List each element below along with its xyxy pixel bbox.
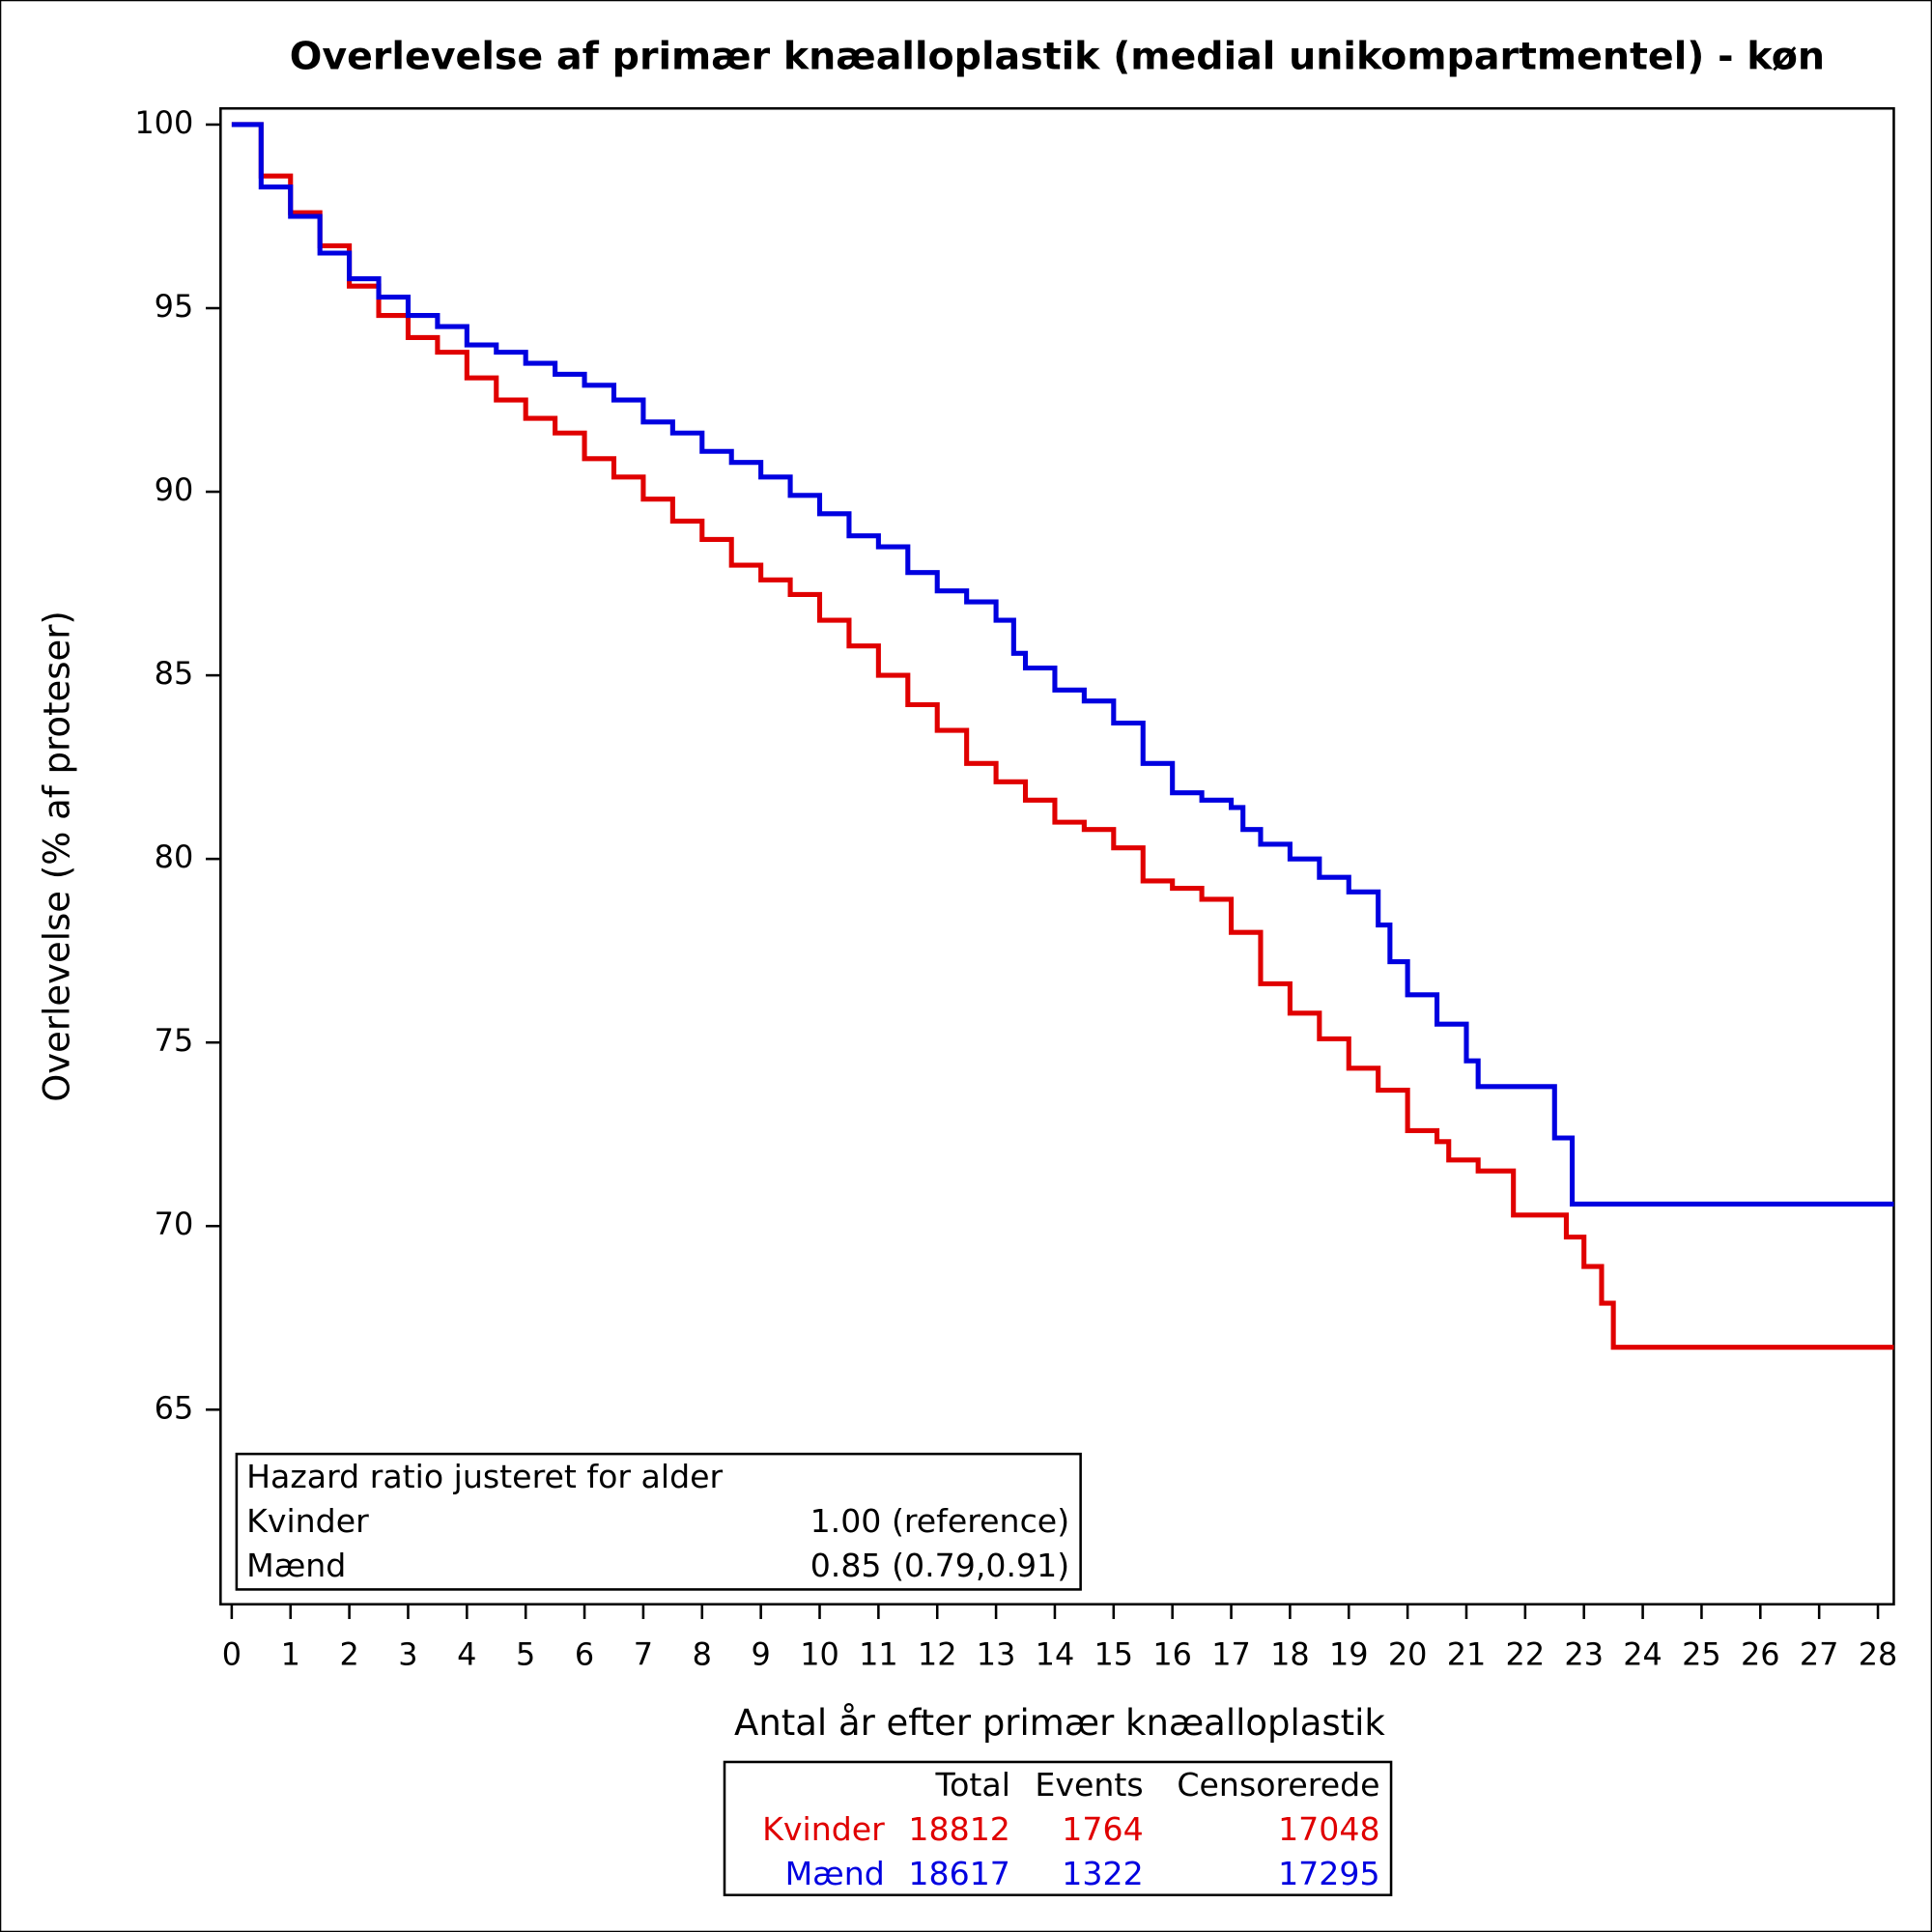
- x-tick-label: 27: [1800, 1635, 1839, 1672]
- y-axis-label: Overlevelse (% af proteser): [37, 611, 78, 1102]
- chart-title: Overlevelse af primær knæalloplastik (me…: [290, 35, 1825, 79]
- x-tick-label: 8: [693, 1635, 712, 1672]
- x-tick-label: 22: [1506, 1635, 1546, 1672]
- x-tick-label: 9: [752, 1635, 771, 1672]
- y-tick-label: 90: [155, 471, 194, 508]
- x-tick-label: 20: [1388, 1635, 1428, 1672]
- hazard-value: 1.00 (reference): [810, 1502, 1070, 1540]
- x-tick-label: 25: [1682, 1635, 1721, 1672]
- hazard-label: Kvinder: [246, 1502, 369, 1540]
- x-axis-label: Antal år efter primær knæalloplastik: [734, 1702, 1385, 1744]
- risk-row-label: Kvinder: [762, 1810, 885, 1848]
- x-tick-label: 0: [222, 1635, 242, 1672]
- risk-table: [723, 1760, 1393, 1897]
- hazard-value: 0.85 (0.79,0.91): [810, 1547, 1069, 1584]
- x-tick-label: 11: [859, 1635, 898, 1672]
- x-tick-label: 15: [1094, 1635, 1134, 1672]
- risk-row-label: Mænd: [785, 1855, 885, 1892]
- risk-value: 17295: [1278, 1855, 1379, 1892]
- survival-line: [231, 122, 1894, 1350]
- x-tick-label: 6: [575, 1635, 594, 1672]
- y-tick-label: 95: [155, 288, 194, 325]
- hazard-label: Mænd: [246, 1547, 346, 1584]
- risk-header: Censorerede: [1177, 1766, 1379, 1804]
- risk-value: 1322: [1062, 1855, 1143, 1892]
- x-tick-label: 1: [281, 1635, 300, 1672]
- y-tick-label: 65: [155, 1389, 194, 1426]
- x-tick-label: 19: [1329, 1635, 1369, 1672]
- x-tick-label: 2: [339, 1635, 358, 1672]
- survival-line: [231, 122, 1894, 1207]
- y-tick-label: 80: [155, 838, 194, 875]
- risk-value: 17048: [1278, 1810, 1379, 1848]
- x-tick-label: 13: [977, 1635, 1016, 1672]
- x-tick-label: 12: [918, 1635, 957, 1672]
- y-tick-label: 75: [155, 1022, 194, 1059]
- plot-area: [219, 106, 1895, 1605]
- hazard-box: [235, 1452, 1082, 1591]
- hazard-title: Hazard ratio justeret for alder: [246, 1458, 723, 1495]
- y-tick-label: 100: [134, 104, 193, 141]
- x-tick-label: 10: [800, 1635, 839, 1672]
- y-tick-label: 85: [155, 655, 194, 692]
- x-tick-label: 4: [457, 1635, 476, 1672]
- risk-header: Events: [1035, 1766, 1143, 1804]
- risk-value: 1764: [1062, 1810, 1143, 1848]
- x-tick-label: 24: [1623, 1635, 1662, 1672]
- risk-header: Total: [934, 1766, 1009, 1804]
- x-tick-label: 7: [634, 1635, 653, 1672]
- x-tick-label: 17: [1211, 1635, 1251, 1672]
- risk-value: 18617: [908, 1855, 1009, 1892]
- x-tick-label: 28: [1859, 1635, 1898, 1672]
- x-tick-label: 16: [1152, 1635, 1192, 1672]
- x-tick-label: 18: [1270, 1635, 1310, 1672]
- y-tick-label: 70: [155, 1206, 194, 1242]
- x-tick-label: 23: [1564, 1635, 1604, 1672]
- x-tick-label: 21: [1447, 1635, 1487, 1672]
- x-tick-label: 5: [516, 1635, 535, 1672]
- x-tick-label: 14: [1036, 1635, 1075, 1672]
- x-tick-label: 26: [1741, 1635, 1780, 1672]
- x-tick-label: 3: [398, 1635, 417, 1672]
- risk-value: 18812: [908, 1810, 1009, 1848]
